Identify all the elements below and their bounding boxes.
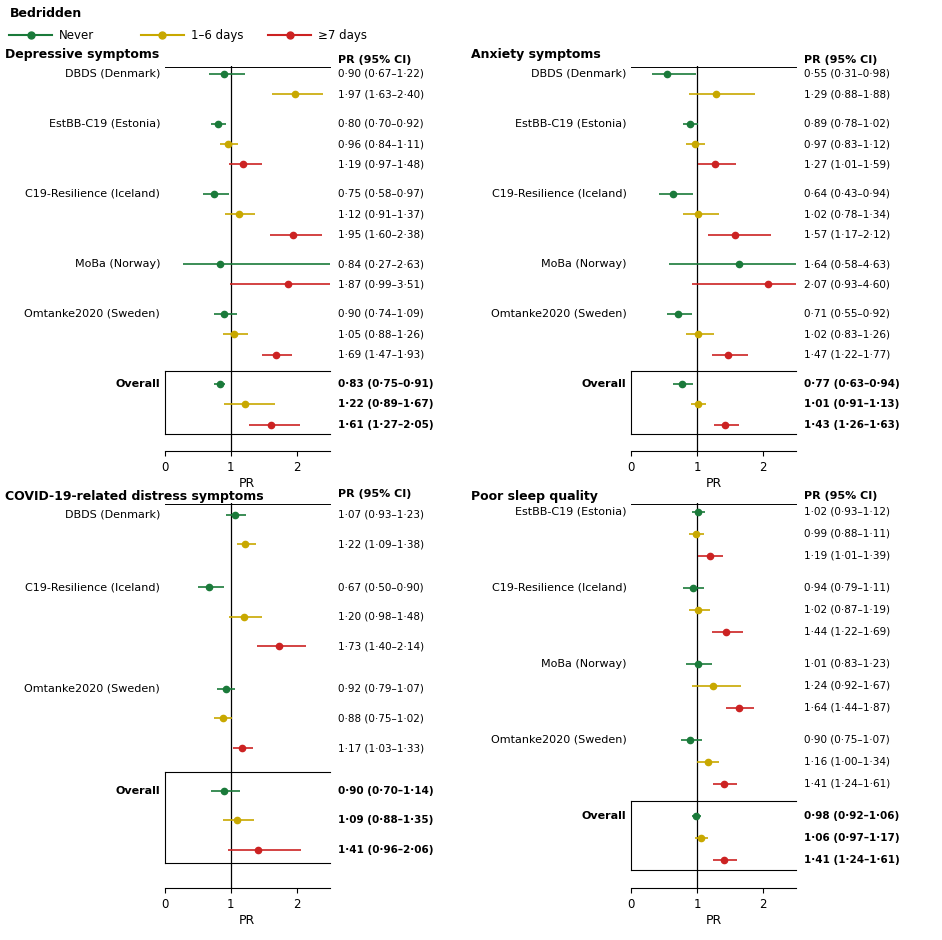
Text: 0·67 (0·50–0·90): 0·67 (0·50–0·90) — [337, 582, 423, 592]
Text: C19-Resilience (Iceland): C19-Resilience (Iceland) — [492, 583, 626, 593]
Text: DBDS (Denmark): DBDS (Denmark) — [531, 69, 626, 79]
Text: PR (95% CI): PR (95% CI) — [337, 55, 411, 65]
Text: 1·41 (1·24–1·61): 1·41 (1·24–1·61) — [804, 778, 890, 789]
Text: 1·87 (0·99–3·51): 1·87 (0·99–3·51) — [337, 279, 424, 290]
Text: 0·90 (0·70–1·14): 0·90 (0·70–1·14) — [337, 786, 433, 796]
Text: 1·43 (1·26–1·63): 1·43 (1·26–1·63) — [804, 420, 900, 430]
Text: 0·55 (0·31–0·98): 0·55 (0·31–0·98) — [804, 69, 890, 79]
Text: 1·20 (0·98–1·48): 1·20 (0·98–1·48) — [337, 612, 424, 621]
Text: 1·41 (1·24–1·61): 1·41 (1·24–1·61) — [804, 854, 900, 865]
Text: 1·57 (1·17–2·12): 1·57 (1·17–2·12) — [804, 229, 890, 240]
Text: C19-Resilience (Iceland): C19-Resilience (Iceland) — [492, 189, 626, 199]
Text: 1·22 (0·89–1·67): 1·22 (0·89–1·67) — [337, 400, 433, 410]
Text: EstBB-C19 (Estonia): EstBB-C19 (Estonia) — [49, 118, 160, 129]
Text: 1·09 (0·88–1·35): 1·09 (0·88–1·35) — [337, 815, 433, 825]
Text: 0·98 (0·92–1·06): 0·98 (0·92–1·06) — [804, 810, 900, 821]
Text: Bedridden: Bedridden — [9, 7, 82, 20]
Text: Overall: Overall — [116, 786, 160, 796]
Text: 1·29 (0·88–1·88): 1·29 (0·88–1·88) — [804, 89, 890, 100]
Text: 1·24 (0·92–1·67): 1·24 (0·92–1·67) — [804, 681, 890, 691]
Text: 1·61 (1·27–2·05): 1·61 (1·27–2·05) — [337, 420, 433, 430]
Text: 0·99 (0·88–1·11): 0·99 (0·88–1·11) — [804, 528, 890, 539]
Text: PR (95% CI): PR (95% CI) — [804, 55, 877, 65]
Text: 0·77 (0·63–0·94): 0·77 (0·63–0·94) — [804, 379, 900, 389]
Text: 1·95 (1·60–2·38): 1·95 (1·60–2·38) — [337, 229, 424, 240]
Text: 0·84 (0·27–2·63): 0·84 (0·27–2·63) — [337, 259, 424, 269]
Text: 2·07 (0·93–4·60): 2·07 (0·93–4·60) — [804, 279, 890, 290]
Text: DBDS (Denmark): DBDS (Denmark) — [65, 509, 160, 520]
Text: 0·71 (0·55–0·92): 0·71 (0·55–0·92) — [804, 309, 890, 319]
Text: Omtanke2020 (Sweden): Omtanke2020 (Sweden) — [24, 684, 160, 694]
Text: MoBa (Norway): MoBa (Norway) — [74, 259, 160, 269]
Text: 1·44 (1·22–1·69): 1·44 (1·22–1·69) — [804, 627, 890, 636]
Text: EstBB-C19 (Estonia): EstBB-C19 (Estonia) — [515, 507, 626, 517]
Text: 1·07 (0·93–1·23): 1·07 (0·93–1·23) — [337, 509, 424, 520]
Text: MoBa (Norway): MoBa (Norway) — [541, 659, 626, 668]
Text: 0·89 (0·78–1·02): 0·89 (0·78–1·02) — [804, 118, 890, 129]
Text: Omtanke2020 (Sweden): Omtanke2020 (Sweden) — [491, 309, 626, 319]
Text: C19-Resilience (Iceland): C19-Resilience (Iceland) — [25, 582, 160, 592]
Text: 1·05 (0·88–1·26): 1·05 (0·88–1·26) — [337, 329, 424, 339]
Text: 1·19 (1·01–1·39): 1·19 (1·01–1·39) — [804, 551, 890, 561]
Text: Anxiety symptoms: Anxiety symptoms — [471, 48, 601, 61]
X-axis label: PR: PR — [706, 914, 722, 927]
Text: 0·80 (0·70–0·92): 0·80 (0·70–0·92) — [337, 118, 423, 129]
Text: PR (95% CI): PR (95% CI) — [337, 489, 411, 499]
Text: 0·88 (0·75–1·02): 0·88 (0·75–1·02) — [337, 713, 424, 724]
Text: 1·69 (1·47–1·93): 1·69 (1·47–1·93) — [337, 350, 424, 360]
Text: 1·27 (1·01–1·59): 1·27 (1·01–1·59) — [804, 160, 890, 169]
Text: 1·02 (0·78–1·34): 1·02 (0·78–1·34) — [804, 210, 890, 219]
Text: 1–6 days: 1–6 days — [190, 28, 243, 41]
Text: Overall: Overall — [582, 810, 626, 821]
Text: 0·90 (0·74–1·09): 0·90 (0·74–1·09) — [337, 309, 423, 319]
Text: 0·75 (0·58–0·97): 0·75 (0·58–0·97) — [337, 189, 424, 199]
Text: Overall: Overall — [582, 379, 626, 389]
Text: 1·02 (0·93–1·12): 1·02 (0·93–1·12) — [804, 507, 890, 517]
Text: 1·01 (0·91–1·13): 1·01 (0·91–1·13) — [804, 400, 900, 410]
Text: EstBB-C19 (Estonia): EstBB-C19 (Estonia) — [515, 118, 626, 129]
Text: 1·06 (0·97–1·17): 1·06 (0·97–1·17) — [804, 833, 900, 842]
Text: PR (95% CI): PR (95% CI) — [804, 492, 877, 501]
Text: 0·90 (0·75–1·07): 0·90 (0·75–1·07) — [804, 735, 889, 744]
Text: Omtanke2020 (Sweden): Omtanke2020 (Sweden) — [491, 735, 626, 744]
Text: 1·01 (0·83–1·23): 1·01 (0·83–1·23) — [804, 659, 890, 668]
Text: 1·47 (1·22–1·77): 1·47 (1·22–1·77) — [804, 350, 890, 360]
Text: Never: Never — [58, 28, 94, 41]
Text: COVID-19-related distress symptoms: COVID-19-related distress symptoms — [5, 490, 264, 503]
Text: ≥7 days: ≥7 days — [318, 28, 367, 41]
Text: 1·73 (1·40–2·14): 1·73 (1·40–2·14) — [337, 641, 424, 651]
Text: 1·64 (1·44–1·87): 1·64 (1·44–1·87) — [804, 703, 890, 713]
Text: C19-Resilience (Iceland): C19-Resilience (Iceland) — [25, 189, 160, 199]
X-axis label: PR: PR — [706, 477, 722, 490]
Text: Overall: Overall — [116, 379, 160, 389]
Text: DBDS (Denmark): DBDS (Denmark) — [65, 69, 160, 79]
Text: MoBa (Norway): MoBa (Norway) — [541, 259, 626, 269]
Text: 1·19 (0·97–1·48): 1·19 (0·97–1·48) — [337, 160, 424, 169]
Text: 0·94 (0·79–1·11): 0·94 (0·79–1·11) — [804, 583, 890, 593]
Text: 1·16 (1·00–1·34): 1·16 (1·00–1·34) — [804, 757, 890, 767]
Text: 0·96 (0·84–1·11): 0·96 (0·84–1·11) — [337, 139, 424, 149]
Text: 1·64 (0·58–4·63): 1·64 (0·58–4·63) — [804, 259, 890, 269]
Text: 1·97 (1·63–2·40): 1·97 (1·63–2·40) — [337, 89, 424, 100]
X-axis label: PR: PR — [239, 477, 255, 490]
Text: 1·02 (0·83–1·26): 1·02 (0·83–1·26) — [804, 329, 890, 339]
Text: 0·92 (0·79–1·07): 0·92 (0·79–1·07) — [337, 684, 424, 694]
Text: 1·12 (0·91–1·37): 1·12 (0·91–1·37) — [337, 210, 424, 219]
Text: Depressive symptoms: Depressive symptoms — [5, 48, 159, 61]
Text: 1·22 (1·09–1·38): 1·22 (1·09–1·38) — [337, 540, 424, 549]
X-axis label: PR: PR — [239, 914, 255, 927]
Text: 0·64 (0·43–0·94): 0·64 (0·43–0·94) — [804, 189, 890, 199]
Text: 0·97 (0·83–1·12): 0·97 (0·83–1·12) — [804, 139, 890, 149]
Text: 1·41 (0·96–2·06): 1·41 (0·96–2·06) — [337, 845, 433, 854]
Text: Poor sleep quality: Poor sleep quality — [471, 490, 598, 503]
Text: 0·83 (0·75–0·91): 0·83 (0·75–0·91) — [337, 379, 433, 389]
Text: 1·17 (1·03–1·33): 1·17 (1·03–1·33) — [337, 743, 424, 753]
Text: 1·02 (0·87–1·19): 1·02 (0·87–1·19) — [804, 604, 890, 615]
Text: Omtanke2020 (Sweden): Omtanke2020 (Sweden) — [24, 309, 160, 319]
Text: 0·90 (0·67–1·22): 0·90 (0·67–1·22) — [337, 69, 424, 79]
